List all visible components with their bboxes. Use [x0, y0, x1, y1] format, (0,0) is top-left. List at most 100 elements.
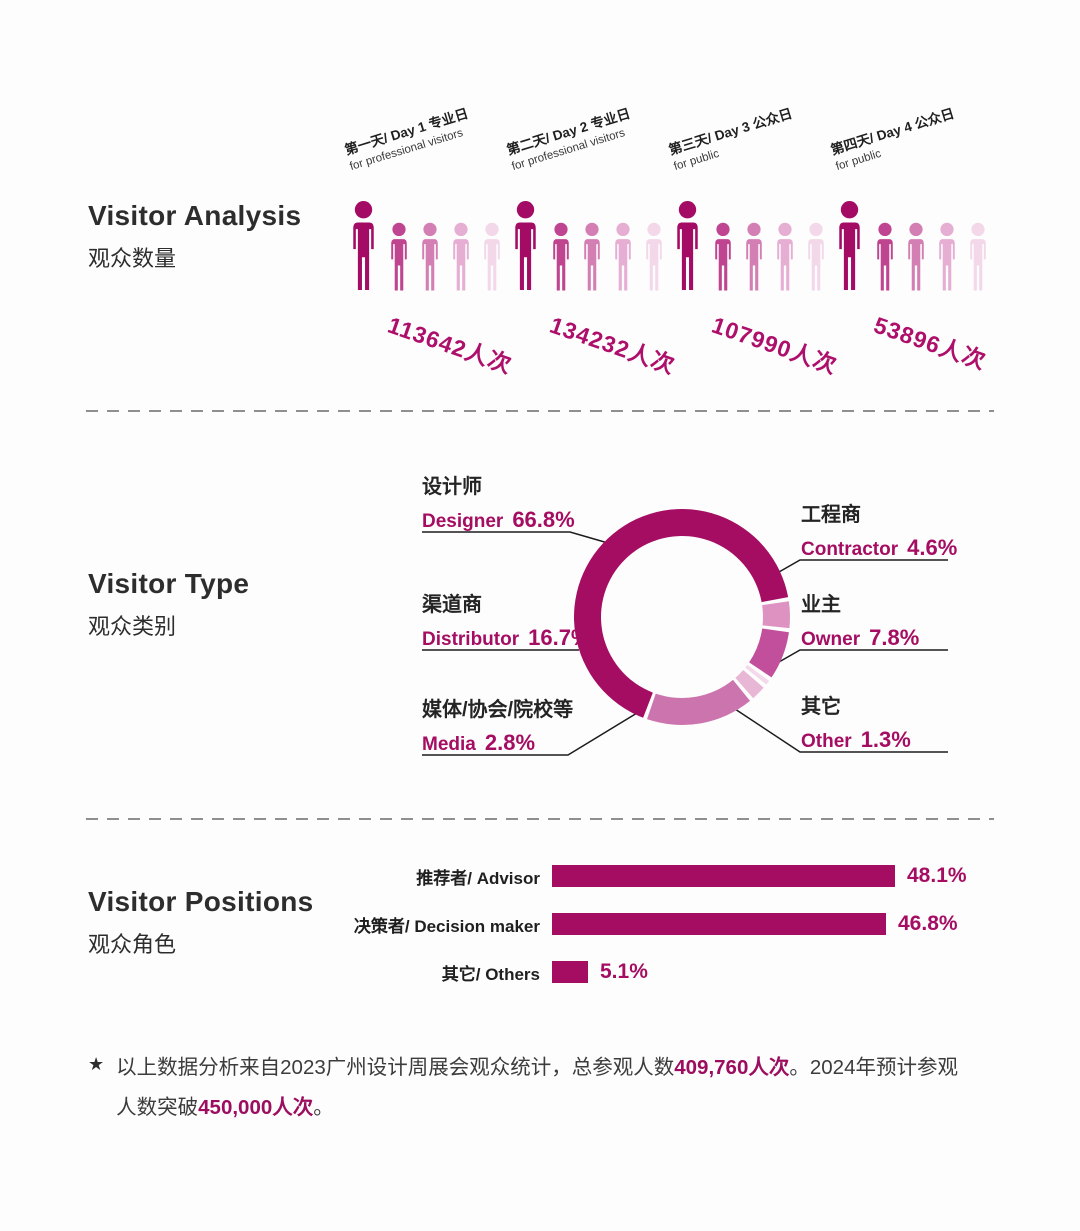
- type-label-media: 媒体/协会/院校等 Media 2.8%: [422, 693, 573, 756]
- type-label-zh: 渠道商: [422, 594, 482, 616]
- visitor-day-group: 第一天/ Day 1 专业日 for professional visitors 1…: [342, 0, 516, 400]
- visitor-count: 53896人次: [870, 311, 990, 375]
- bar-label: 决策者/ Decision maker: [353, 916, 540, 936]
- person-icon: [669, 200, 706, 292]
- leader-line-media: [422, 712, 638, 756]
- type-name: Other: [801, 731, 852, 752]
- person-icon: [507, 200, 544, 292]
- donut-segment-distributor: [647, 679, 750, 726]
- bar: [552, 913, 886, 935]
- type-name: Distributor: [422, 629, 520, 650]
- bar: [552, 865, 895, 887]
- section-title: Visitor Positions: [88, 886, 314, 917]
- person-icon: [578, 222, 606, 292]
- donut-leader-lines: [422, 531, 948, 756]
- leader-line-contractor: [778, 559, 948, 573]
- bar-value: 5.1%: [600, 960, 648, 983]
- type-name: Media: [422, 734, 476, 755]
- section-title: Visitor Analysis: [88, 200, 302, 231]
- footer-text-segment: 以上数据分析来自2023广州设计周展会观众统计，总参观人数: [116, 1056, 675, 1079]
- person-icon: [831, 200, 868, 292]
- bar-value: 46.8%: [898, 912, 958, 935]
- person-icon: [964, 222, 992, 292]
- bar-label: 推荐者/ Advisor: [416, 868, 540, 888]
- donut-segment-media: [735, 670, 764, 699]
- person-icon-row: [669, 200, 830, 292]
- section-subtitle: 观众数量: [88, 246, 177, 271]
- type-label-en: Distributor 16.7%: [422, 625, 591, 651]
- footer-text-segment: 。: [313, 1096, 334, 1119]
- person-icon: [547, 222, 575, 292]
- person-icon-row: [345, 200, 506, 292]
- dashed-divider: [86, 410, 994, 412]
- leader-line-owner: [778, 649, 948, 663]
- type-percent: 66.8%: [512, 507, 575, 532]
- type-label-owner: 业主 Owner 7.8%: [801, 588, 919, 651]
- day-label: 第二天/ Day 2 专业日 for professional visitors: [504, 102, 637, 173]
- type-label-zh: 工程商: [801, 504, 861, 526]
- visitor-count: 134232人次: [546, 311, 679, 379]
- type-label-other: 其它 Other 1.3%: [801, 690, 911, 753]
- footer-text-segment: 450,000人次: [198, 1096, 314, 1119]
- positions-bar-chart: 推荐者/ Advisor 48.1% 决策者/ Decision maker 46.8…: [252, 864, 1032, 1008]
- type-label-en: Designer 66.8%: [422, 507, 575, 533]
- type-label-designer: 设计师 Designer 66.8%: [422, 470, 575, 533]
- type-label-zh: 其它: [801, 696, 841, 718]
- person-icon: [802, 222, 830, 292]
- person-icon: [740, 222, 768, 292]
- section-subtitle: 观众角色: [88, 932, 177, 957]
- footer-text: 以上数据分析来自2023广州设计周展会观众统计，总参观人数409,760人次。2…: [116, 1048, 966, 1128]
- visitor-type-heading: Visitor Type 观众类别: [88, 568, 249, 641]
- type-percent: 2.8%: [484, 730, 536, 755]
- type-name: Owner: [801, 629, 861, 650]
- type-percent: 4.6%: [907, 535, 958, 560]
- person-icon: [933, 222, 961, 292]
- visitor-positions-heading: Visitor Positions 观众角色: [88, 886, 314, 959]
- visitor-count: 107990人次: [708, 311, 841, 379]
- section-subtitle: 观众类别: [88, 614, 177, 639]
- visitor-type-donut: [573, 509, 791, 726]
- person-icon: [416, 222, 444, 292]
- type-label-en: Other 1.3%: [801, 727, 911, 753]
- position-bar-row: 决策者/ Decision maker 46.8%: [252, 912, 1032, 936]
- type-label-zh: 设计师: [422, 476, 482, 498]
- donut-segment-other: [745, 664, 770, 685]
- type-label-en: Media 2.8%: [422, 730, 573, 756]
- footer-text-segment: 409,760人次: [674, 1056, 790, 1079]
- footer-text-segment: 。2024年预计参观人数突破: [116, 1056, 958, 1119]
- type-label-en: Contractor 4.6%: [801, 535, 957, 561]
- type-percent: 7.8%: [869, 625, 920, 650]
- bar: [552, 961, 588, 983]
- position-bar-row: 其它/ Others 5.1%: [252, 960, 1032, 984]
- pictogram-groups: 第一天/ Day 1 专业日 for professional visitors 1…: [0, 0, 1080, 420]
- type-label-zh: 业主: [801, 594, 841, 616]
- day-label: 第一天/ Day 1 专业日 for professional visitors: [342, 102, 475, 173]
- visitor-day-group: 第三天/ Day 3 公众日 for public 107990人次: [666, 0, 841, 400]
- type-name: Designer: [422, 511, 504, 532]
- donut-segment-owner: [749, 628, 789, 678]
- footer-note: ★ 以上数据分析来自2023广州设计周展会观众统计，总参观人数409,760人次…: [88, 1048, 994, 1128]
- person-icon: [871, 222, 899, 292]
- type-name: Contractor: [801, 539, 899, 560]
- visitor-day-group: 第二天/ Day 2 专业日 for professional visitors 1…: [504, 0, 679, 400]
- donut-segment-contractor: [762, 601, 791, 629]
- person-icon: [609, 222, 637, 292]
- person-icon: [771, 222, 799, 292]
- type-label-en: Owner 7.8%: [801, 625, 919, 651]
- leader-line-other: [734, 708, 948, 753]
- person-icon-row: [831, 200, 992, 292]
- person-icon: [640, 222, 668, 292]
- person-icon: [902, 222, 930, 292]
- day-label: 第三天/ Day 3 公众日 for public: [666, 102, 799, 173]
- section-title: Visitor Type: [88, 568, 250, 599]
- person-icon: [385, 222, 413, 292]
- day-label: 第四天/ Day 4 公众日 for public: [828, 102, 961, 173]
- visitor-day-group: 第四天/ Day 4 公众日 for public 53896人次: [828, 0, 992, 400]
- position-bar-row: 推荐者/ Advisor 48.1%: [252, 864, 1032, 888]
- dashed-divider: [86, 818, 994, 820]
- person-icon-row: [507, 200, 668, 292]
- person-icon: [447, 222, 475, 292]
- type-label-contractor: 工程商 Contractor 4.6%: [801, 498, 957, 561]
- type-percent: 16.7%: [528, 625, 591, 650]
